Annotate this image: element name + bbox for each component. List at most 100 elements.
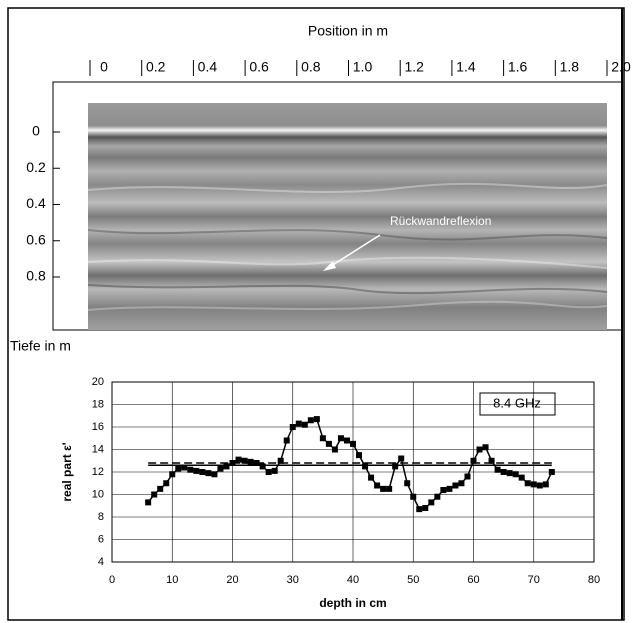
data-point [368, 474, 375, 481]
x-tick-label: 20 [226, 574, 238, 586]
data-point [181, 464, 188, 471]
data-point [295, 420, 302, 427]
y-axis-title: Tiefe in m [10, 338, 71, 354]
data-line [147, 418, 553, 510]
data-point [386, 485, 393, 492]
y-tick-label: 14 [92, 443, 104, 455]
x-tick-label: 1.8 [560, 59, 580, 75]
x-axis-title: depth in cm [319, 596, 386, 610]
x-tick-label: 0.6 [249, 59, 269, 75]
y-axis-title: real part ε' [60, 442, 74, 501]
data-point [548, 469, 555, 475]
x-tick-label: 10 [166, 574, 178, 586]
data-point [356, 452, 363, 459]
data-point [151, 491, 158, 498]
data-point [331, 446, 338, 453]
data-point [211, 471, 218, 478]
y-tick-label: 0.4 [26, 195, 46, 211]
data-point [404, 480, 411, 487]
data-point [524, 480, 531, 487]
x-tick-label: 70 [528, 574, 540, 586]
x-tick-label: 30 [287, 574, 299, 586]
x-tick-label: 1.4 [456, 59, 476, 75]
frame [7, 7, 625, 621]
data-point [169, 471, 176, 478]
x-tick-label: 0.4 [198, 59, 218, 75]
y-tick-label: 18 [92, 398, 104, 410]
data-point [193, 467, 200, 474]
data-point [518, 474, 525, 481]
data-point [283, 437, 290, 444]
data-point [470, 457, 477, 464]
data-point [253, 460, 260, 466]
data-point [271, 467, 278, 474]
data-point [410, 493, 417, 500]
y-tick-label: 20 [92, 376, 104, 388]
x-tick-label: 0 [100, 59, 108, 75]
y-tick-label: 0.6 [26, 231, 46, 247]
y-tick-label: 0 [32, 123, 40, 139]
data-point [145, 499, 152, 506]
data-point [313, 416, 320, 423]
data-point [362, 463, 369, 470]
data-point [464, 473, 471, 480]
data-point [217, 465, 224, 472]
data-point [319, 435, 326, 442]
x-tick-label: 40 [347, 574, 359, 586]
data-point [163, 480, 170, 487]
data-point [392, 463, 399, 470]
y-tick-label: 6 [98, 533, 104, 545]
data-point [325, 440, 332, 447]
data-point [494, 466, 501, 473]
data-point [482, 444, 489, 451]
data-point [380, 485, 387, 492]
x-tick-label: 1.0 [353, 59, 373, 75]
legend-box [479, 392, 556, 416]
top-axis-title: Position in m [308, 23, 388, 39]
data-point [175, 465, 182, 472]
data-point [506, 470, 513, 477]
data-point [536, 482, 543, 489]
data-point [247, 458, 254, 465]
data-point [512, 471, 519, 478]
data-point [530, 481, 537, 488]
data-point [542, 481, 549, 488]
legend-text: 8.4 GHz [493, 395, 541, 410]
y-tick-label: 16 [92, 421, 104, 433]
data-point [265, 469, 272, 475]
y-tick-label: 4 [98, 556, 104, 568]
data-point [428, 499, 435, 506]
data-point [187, 466, 194, 473]
annotation-arrow [327, 234, 381, 269]
data-point [199, 469, 206, 475]
x-tick-label: 1.2 [404, 59, 424, 75]
y-tick-label: 0.8 [26, 268, 46, 284]
data-point [500, 469, 507, 475]
x-tick-label: 1.6 [508, 59, 528, 75]
data-point [259, 463, 266, 470]
data-point [235, 456, 242, 463]
data-point [337, 435, 344, 442]
data-point [440, 487, 447, 493]
y-tick-label: 10 [92, 488, 104, 500]
y-tick-label: 0.2 [26, 159, 46, 175]
radargram [88, 103, 607, 330]
data-point [416, 506, 423, 513]
data-point [458, 480, 465, 487]
y-tick-label: 12 [92, 466, 104, 478]
y-tick-label: 8 [98, 511, 104, 523]
x-tick-label: 80 [588, 574, 600, 586]
data-point [307, 417, 314, 424]
x-tick-label: 0 [109, 574, 115, 586]
data-point [157, 485, 164, 492]
data-point [434, 493, 441, 500]
data-point [229, 460, 236, 466]
data-point [374, 482, 381, 489]
arrow-head [323, 261, 336, 271]
data-point [446, 485, 453, 492]
data-point [277, 457, 284, 464]
data-point [398, 455, 405, 462]
data-point [476, 446, 483, 453]
data-point [223, 463, 230, 470]
